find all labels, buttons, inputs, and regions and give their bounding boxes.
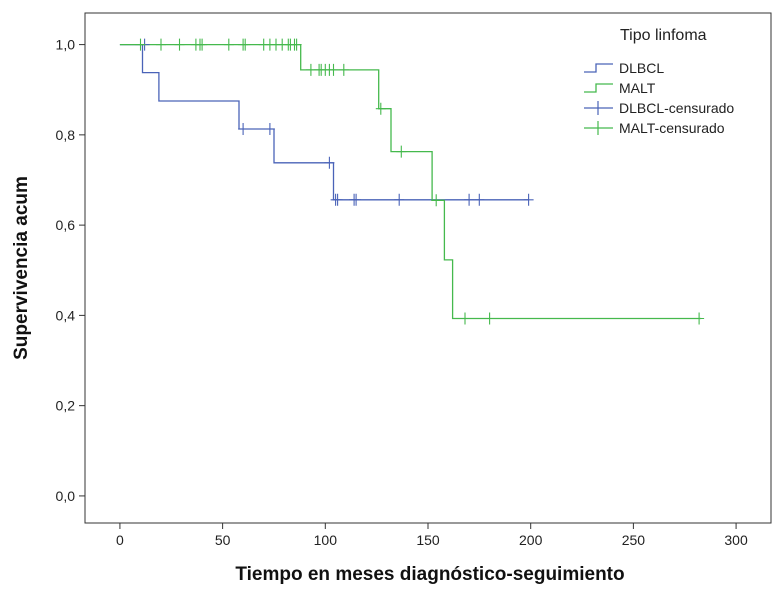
x-axis: 0 50 100 150 200 250 300: [116, 523, 748, 548]
censor-mark-dlbcl-censurado: [523, 193, 534, 206]
y-tick-label: 0,2: [56, 398, 76, 414]
y-tick-label: 0,0: [56, 488, 76, 504]
censor-mark-malt-censurado: [484, 312, 495, 325]
censor-mark-dlbcl-censurado: [264, 123, 275, 135]
legend-items: DLBCL MALT DLBCL-censurado MALT-censurado: [584, 60, 734, 136]
censor-mark-dlbcl-censurado: [351, 193, 362, 206]
censor-mark-malt-censurado: [135, 38, 146, 51]
censor-mark-malt-censurado: [223, 38, 234, 51]
censor-mark-malt-censurado: [240, 38, 251, 51]
legend: Tipo linfoma DLBCL MALT DLBCL-censurado MAL…: [584, 27, 734, 136]
x-tick-label: 300: [724, 532, 748, 548]
legend-label-malt: MALT: [619, 80, 656, 96]
censor-mark-dlbcl-censurado: [474, 193, 485, 206]
x-tick-label: 200: [519, 532, 543, 548]
censor-mark-malt-censurado: [694, 312, 705, 325]
legend-label-dlbcl-censurado: DLBCL-censurado: [619, 100, 734, 116]
censor-mark-dlbcl-censurado: [464, 193, 475, 206]
series-line-dlbcl: [119, 43, 529, 201]
censor-mark-malt-censurado: [156, 38, 166, 51]
legend-swatch-dlbcl: [584, 63, 613, 73]
censor-mark-malt-censurado: [291, 38, 302, 51]
legend-swatch-dlbcl-censurado: [584, 101, 613, 115]
series-layer: [119, 38, 705, 325]
legend-swatch-malt: [584, 83, 613, 93]
censor-mark-dlbcl-censurado: [332, 193, 343, 206]
y-axis-title: Supervivencia acum: [11, 176, 32, 360]
plot-frame: [84, 12, 772, 524]
x-tick-label: 100: [314, 532, 338, 548]
censor-mark-malt-censurado: [338, 63, 349, 76]
x-axis-title: Tiempo en meses diagnóstico-seguimiento: [235, 564, 624, 585]
x-tick-label: 50: [215, 532, 231, 548]
legend-label-dlbcl: DLBCL: [619, 60, 664, 76]
x-tick-label: 150: [416, 532, 440, 548]
censor-mark-malt-censurado: [431, 194, 442, 207]
censor-mark-dlbcl-censurado: [394, 193, 405, 206]
y-tick-label: 0,4: [56, 307, 76, 323]
legend-label-malt-censurado: MALT-censurado: [619, 120, 725, 136]
censor-mark-dlbcl-censurado: [238, 123, 249, 135]
censor-mark-malt-censurado: [460, 312, 470, 325]
censor-mark-malt-censurado: [174, 38, 185, 51]
y-axis: 0,0 0,2 0,4 0,6 0,8 1,0: [56, 37, 85, 504]
censor-mark-malt-censurado: [197, 38, 208, 51]
x-tick-label: 0: [116, 532, 124, 548]
legend-title: Tipo linfoma: [620, 27, 707, 44]
y-tick-label: 1,0: [56, 37, 76, 53]
censor-mark-malt-censurado: [375, 102, 386, 115]
censor-mark-malt-censurado: [328, 63, 339, 76]
censor-mark-dlbcl-censurado: [324, 156, 335, 169]
legend-swatch-malt-censurado: [584, 121, 613, 135]
censor-mark-malt-censurado: [396, 145, 407, 158]
x-tick-label: 250: [622, 532, 646, 548]
y-tick-label: 0,6: [56, 217, 76, 233]
y-tick-label: 0,8: [56, 127, 76, 143]
